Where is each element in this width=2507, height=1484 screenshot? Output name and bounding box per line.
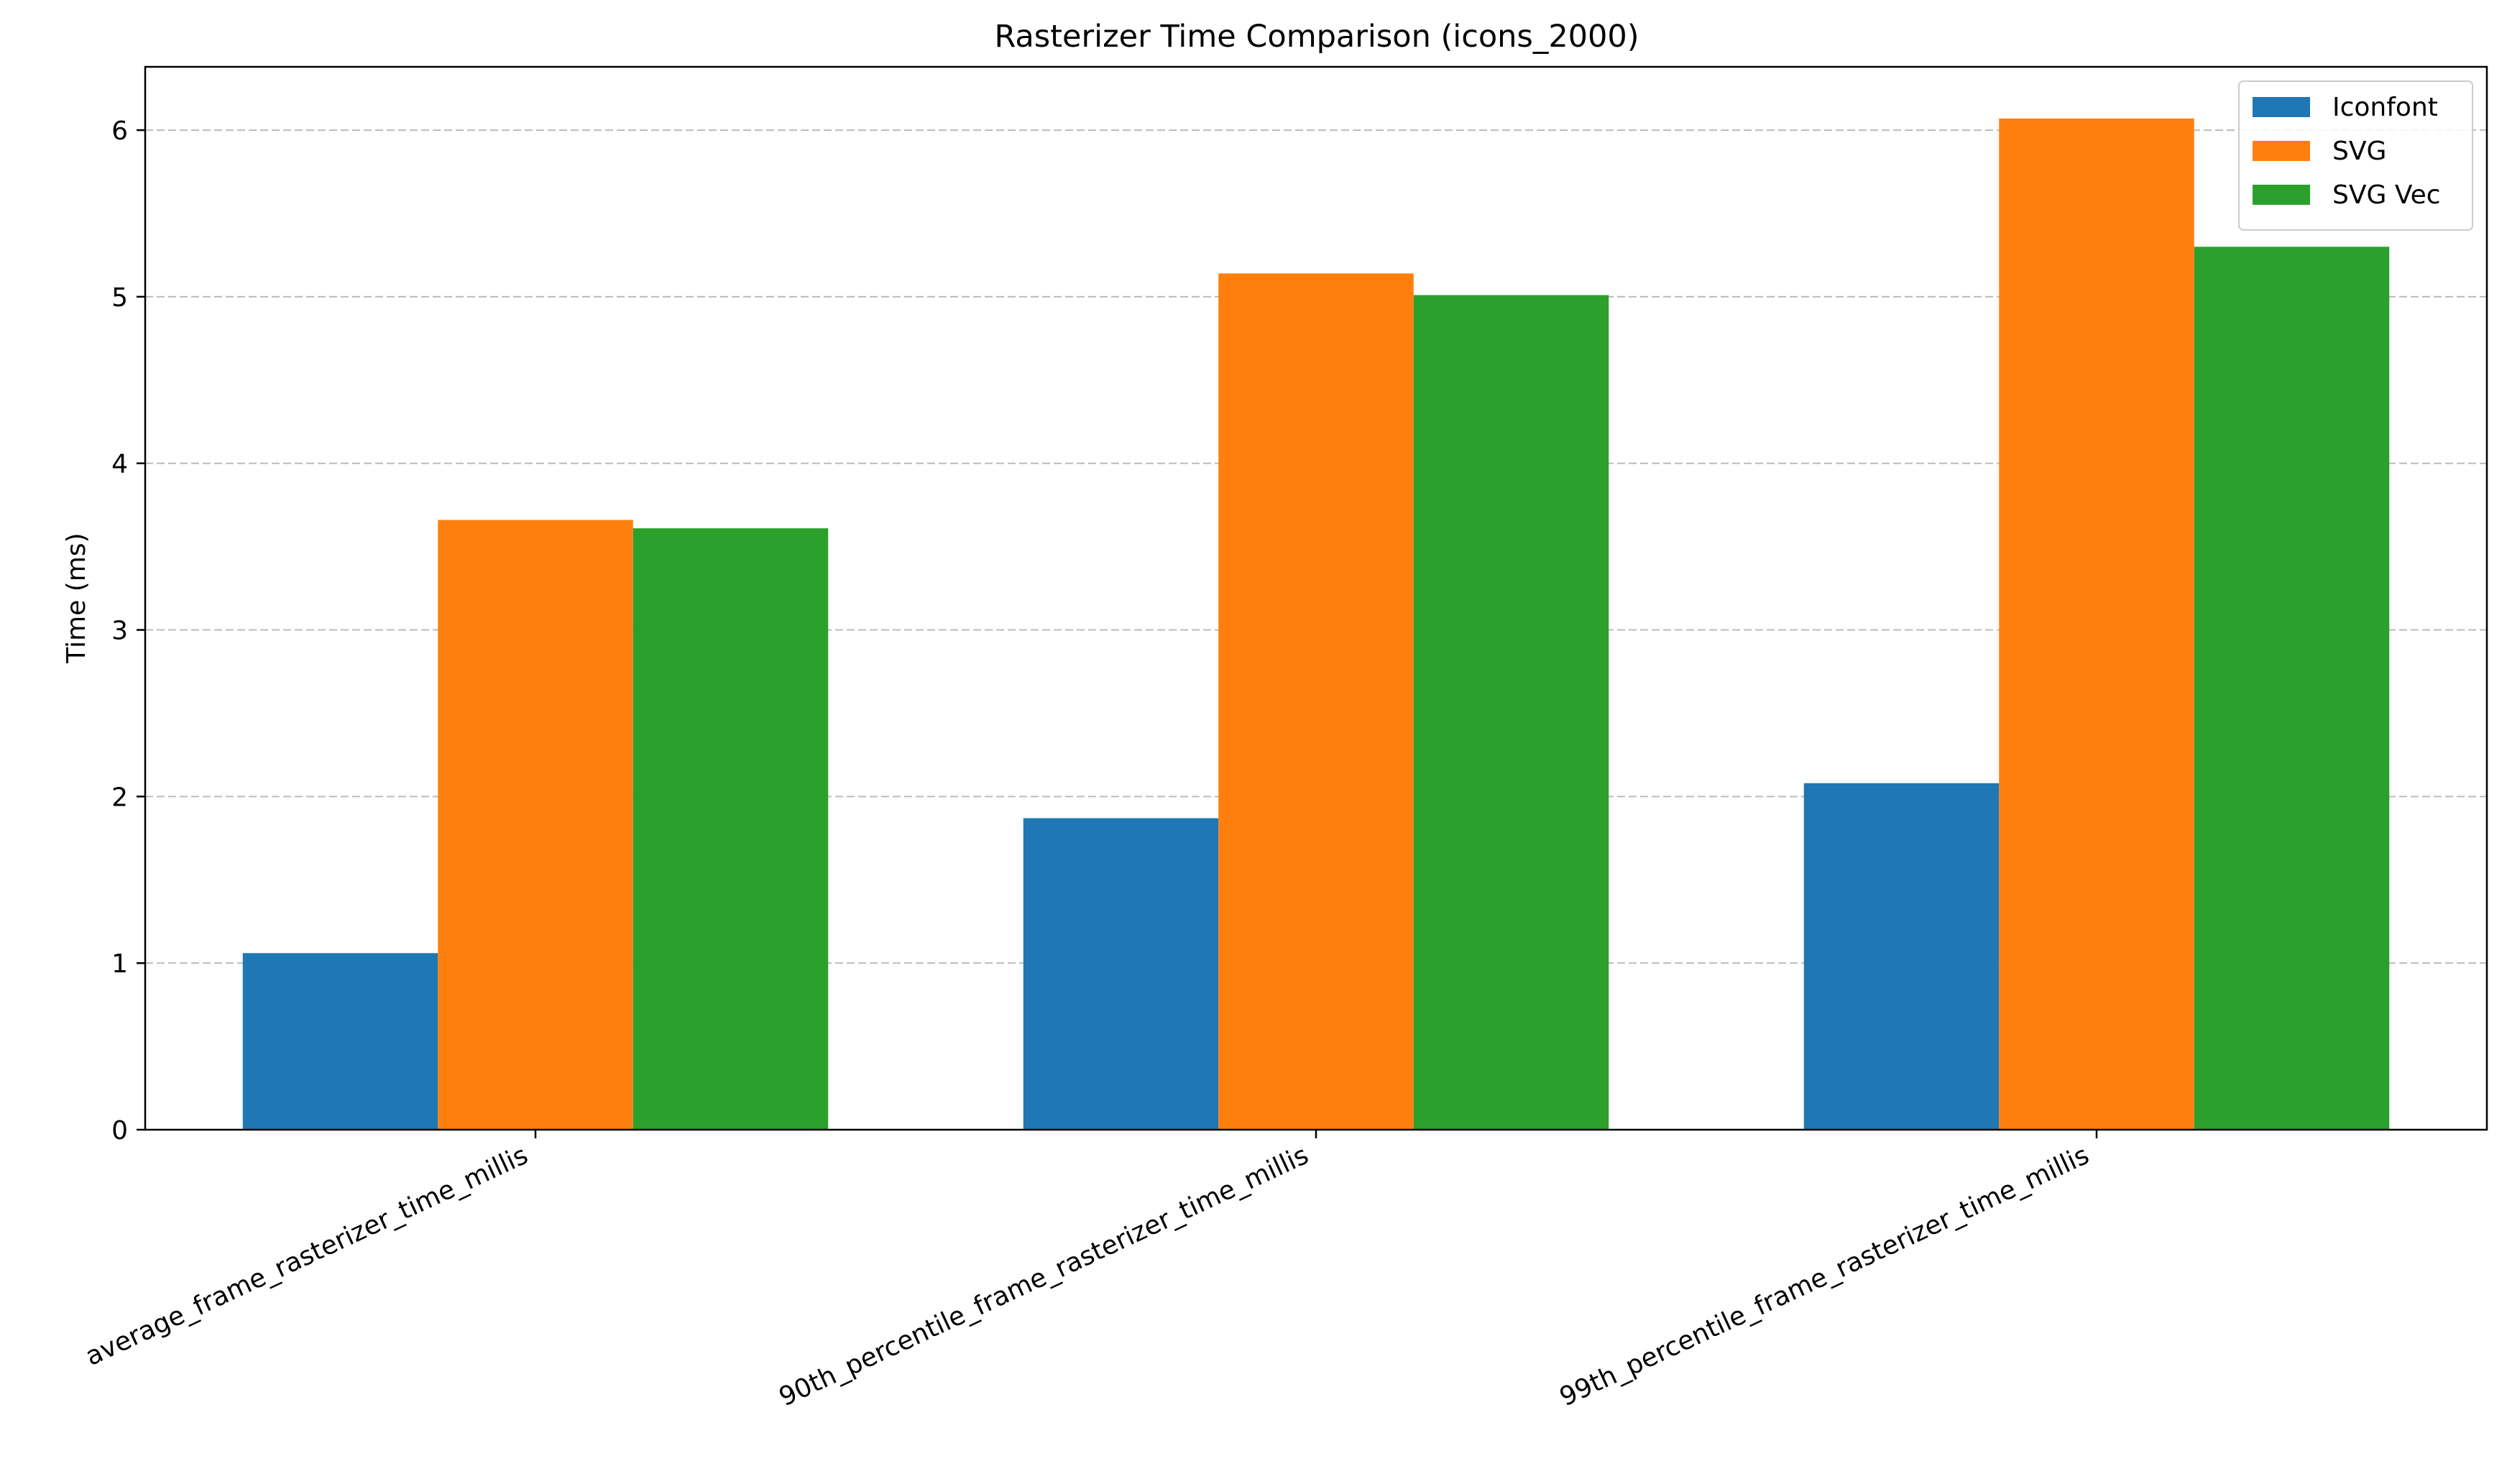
bar-svg-vec — [632, 528, 829, 1130]
legend: Iconfont SVG SVG Vec — [2238, 80, 2473, 231]
bars — [242, 118, 2390, 1130]
bar-svg-vec — [2194, 246, 2390, 1130]
legend-swatch — [2253, 185, 2310, 205]
y-tick-label: 0 — [111, 1116, 128, 1146]
y-tick-label: 2 — [111, 783, 128, 812]
bar-iconfont — [1803, 783, 2000, 1130]
bar-iconfont — [1023, 818, 1219, 1130]
y-tick-label: 5 — [111, 283, 128, 313]
y-tick-label: 6 — [111, 116, 128, 146]
y-tick-label: 4 — [111, 450, 128, 479]
legend-label: SVG Vec — [2332, 180, 2441, 210]
legend-swatch — [2253, 141, 2310, 161]
chart-title: Rasterizer Time Comparison (icons_2000) — [994, 19, 1639, 55]
bar-svg-vec — [1413, 295, 1609, 1130]
y-axis: 0 1 2 3 4 5 6 — [111, 116, 145, 1146]
y-axis-label: Time (ms) — [62, 533, 91, 663]
y-tick-label: 3 — [111, 617, 128, 646]
legend-label: SVG — [2332, 137, 2386, 166]
legend-swatch — [2253, 97, 2310, 117]
bar-svg — [438, 520, 633, 1130]
y-tick-label: 1 — [111, 949, 128, 979]
bar-svg — [1999, 118, 2194, 1130]
legend-label: Iconfont — [2332, 93, 2438, 122]
bar-iconfont — [242, 953, 438, 1130]
bar-svg — [1218, 273, 1414, 1130]
legend-items: Iconfont SVG SVG Vec — [2253, 93, 2441, 210]
